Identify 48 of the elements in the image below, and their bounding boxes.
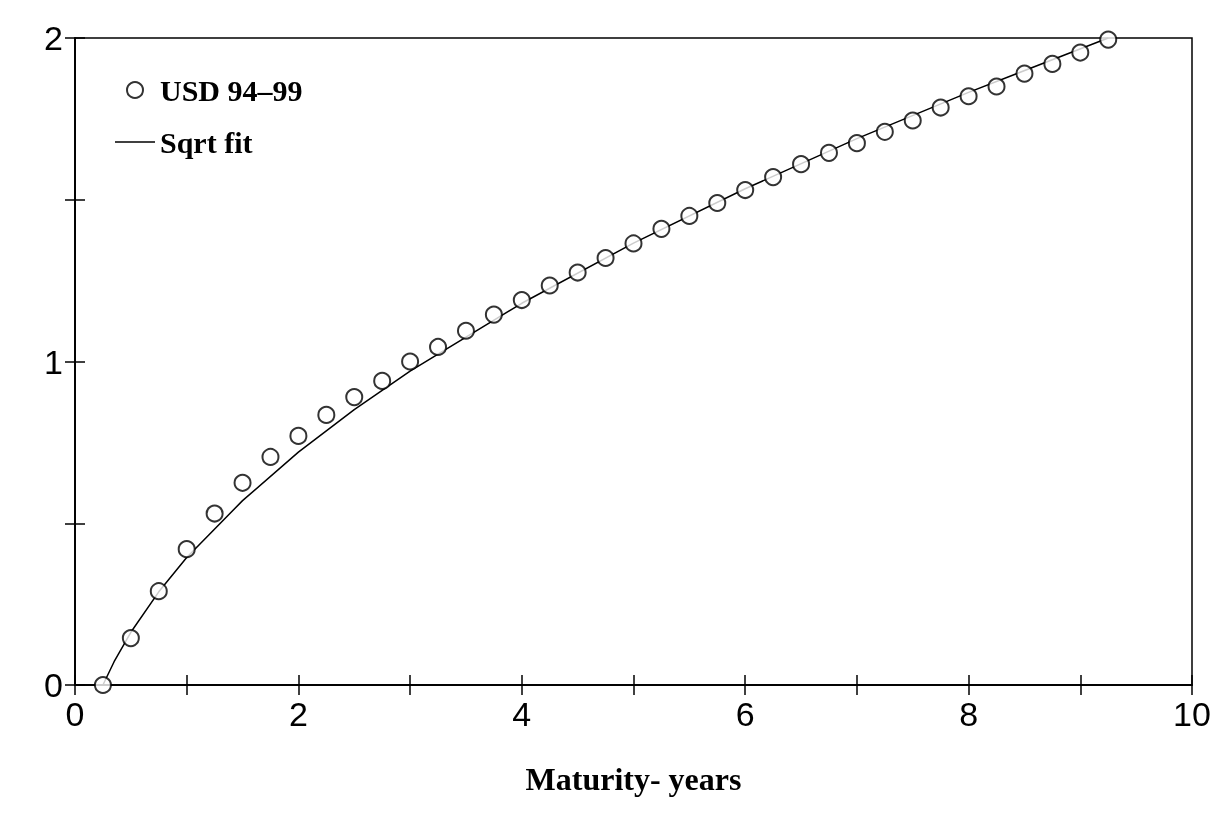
point xyxy=(317,405,336,424)
point xyxy=(121,629,140,648)
point xyxy=(596,248,615,267)
point xyxy=(1099,30,1118,49)
point xyxy=(373,371,392,390)
x-tick-label: 10 xyxy=(1173,695,1211,733)
x-tick-label: 8 xyxy=(959,695,979,733)
x-tick-label: 2 xyxy=(288,695,308,733)
point xyxy=(847,134,866,153)
point xyxy=(568,263,587,282)
point xyxy=(540,276,559,295)
point xyxy=(708,193,727,212)
point xyxy=(764,168,783,187)
point xyxy=(429,337,448,356)
point xyxy=(931,98,950,117)
x-tick-label: 6 xyxy=(735,695,755,733)
point xyxy=(875,122,894,141)
point xyxy=(512,291,531,310)
point xyxy=(261,447,280,466)
point xyxy=(345,388,364,407)
point xyxy=(177,540,196,559)
legend-label: Sqrt fit xyxy=(160,125,253,159)
point xyxy=(987,77,1006,96)
point xyxy=(624,234,643,253)
y-tick-label: 2 xyxy=(44,19,63,57)
point xyxy=(819,143,838,162)
x-axis-title: Maturity- years xyxy=(525,761,742,797)
point xyxy=(484,305,503,324)
point xyxy=(792,155,811,174)
point xyxy=(680,206,699,225)
legend-label: USD 94–99 xyxy=(160,73,303,107)
point xyxy=(1043,54,1062,73)
point xyxy=(903,111,922,130)
point xyxy=(401,352,420,371)
point xyxy=(233,473,252,492)
point xyxy=(652,219,671,238)
point xyxy=(1015,64,1034,83)
point xyxy=(959,87,978,106)
point xyxy=(205,504,224,523)
point xyxy=(289,426,308,445)
y-tick-label: 0 xyxy=(44,666,63,704)
point xyxy=(149,582,168,601)
point xyxy=(1071,43,1090,62)
x-tick-label: 4 xyxy=(512,695,532,733)
point xyxy=(456,321,475,340)
point xyxy=(93,676,112,694)
point xyxy=(736,181,755,200)
y-tick-label: 1 xyxy=(44,342,63,381)
